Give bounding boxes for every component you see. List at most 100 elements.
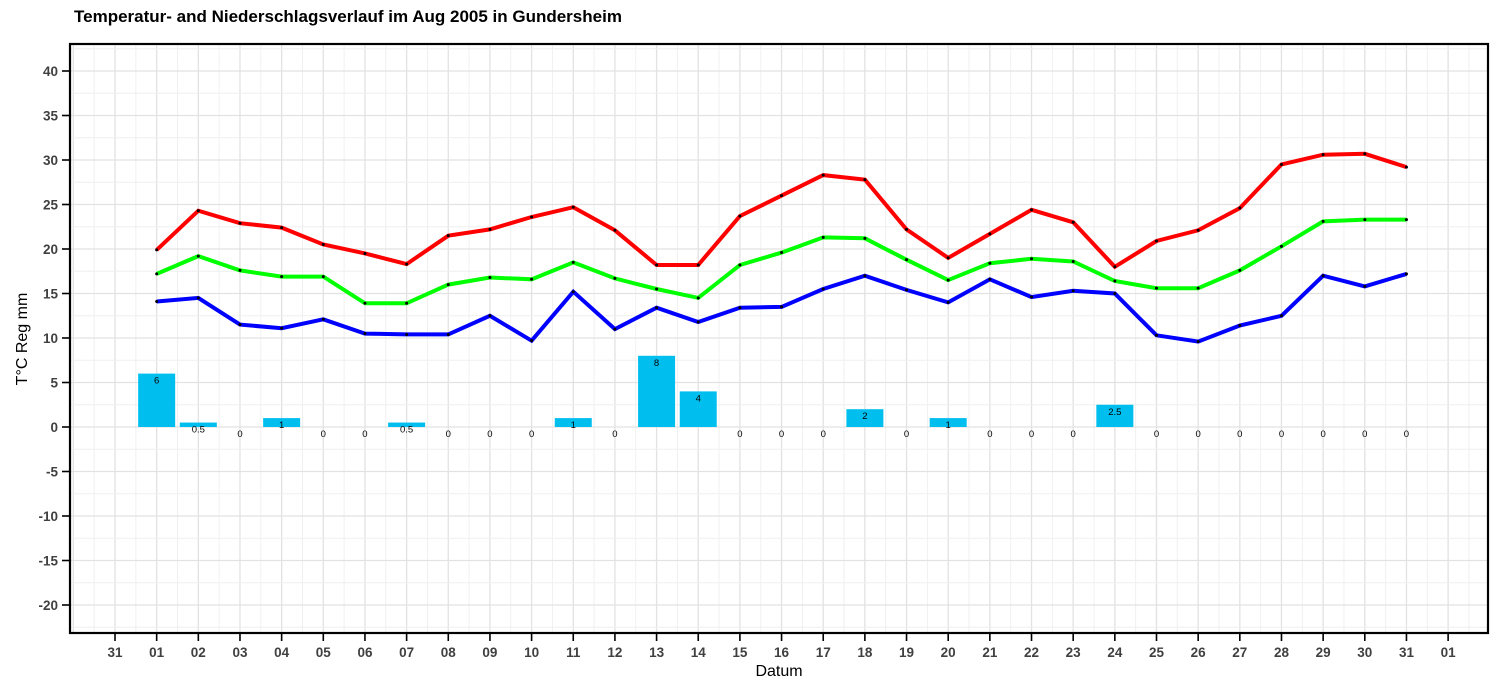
min-temperature-point	[905, 288, 909, 292]
precip-bar-label: 0	[821, 429, 826, 440]
min-temperature-point	[196, 296, 200, 300]
mean-temperature-point	[155, 272, 159, 276]
precip-bar-label: 1	[279, 420, 284, 431]
precip-bar-label: 0.5	[400, 425, 413, 436]
mean-temperature-point	[863, 236, 867, 240]
precip-bar-label: 0	[321, 429, 326, 440]
max-temperature-point	[655, 263, 659, 267]
y-tick-label: 5	[50, 376, 58, 391]
precip-bar-label: 0	[1196, 429, 1201, 440]
precip-bar-label: 0	[612, 429, 617, 440]
precip-bar	[679, 391, 717, 427]
max-temperature-point	[1321, 153, 1325, 157]
min-temperature-point	[1363, 284, 1367, 288]
mean-temperature-point	[280, 275, 284, 279]
min-temperature-point	[1321, 274, 1325, 278]
min-temperature-point	[488, 314, 492, 318]
precip-bar-label: 1	[571, 420, 576, 431]
mean-temperature-point	[363, 301, 367, 305]
mean-temperature-point	[988, 261, 992, 265]
max-temperature-point	[238, 221, 242, 225]
precip-bar-label: 0	[487, 429, 492, 440]
mean-temperature-point	[1363, 218, 1367, 222]
x-tick-label: 30	[1357, 645, 1372, 660]
x-tick-label: 26	[1191, 645, 1207, 660]
max-temperature-point	[196, 209, 200, 213]
mean-temperature-point	[655, 287, 659, 291]
precip-bar-label: 0	[1071, 429, 1076, 440]
precip-bar	[846, 409, 884, 427]
max-temperature-point	[1030, 208, 1034, 212]
precip-bar-label: 2.5	[1108, 407, 1121, 418]
min-temperature-point	[1196, 340, 1200, 344]
min-temperature-point	[446, 332, 450, 336]
max-temperature-point	[905, 227, 909, 231]
x-tick-label: 27	[1232, 645, 1247, 660]
x-tick-label: 28	[1274, 645, 1290, 660]
precip-bar-label: 0	[1029, 429, 1034, 440]
precip-bar	[179, 422, 217, 427]
mean-temperature-point	[696, 296, 700, 300]
max-temperature-point	[946, 256, 950, 260]
min-temperature-point	[696, 320, 700, 324]
x-tick-label: 17	[816, 645, 831, 660]
y-tick-label: 25	[43, 198, 59, 213]
max-temperature-point	[1071, 220, 1075, 224]
mean-temperature-point	[238, 268, 242, 272]
y-axis-title: T°C Reg mm	[14, 292, 31, 386]
precip-bar-label: 0	[1279, 429, 1284, 440]
x-tick-label: 13	[649, 645, 665, 660]
max-temperature-point	[821, 173, 825, 177]
precip-bar-label: 0	[1404, 429, 1409, 440]
min-temperature-point	[280, 326, 284, 330]
mean-temperature-point	[1238, 268, 1242, 272]
mean-temperature-point	[738, 263, 742, 267]
precip-bar-label: 0	[529, 429, 534, 440]
mean-temperature-point	[530, 277, 534, 281]
min-temperature-point	[530, 339, 534, 343]
x-tick-label: 07	[399, 645, 414, 660]
precip-bar-label: 2	[862, 411, 867, 422]
mean-temperature-point	[1030, 257, 1034, 261]
precip-bar-label: 0	[1320, 429, 1325, 440]
x-tick-label: 29	[1316, 645, 1331, 660]
max-temperature-point	[1404, 165, 1408, 169]
x-tick-label: 01	[149, 645, 165, 660]
panel-border	[68, 42, 1490, 635]
min-temperature-point	[1030, 295, 1034, 299]
precip-bar-label: 0	[737, 429, 742, 440]
max-temperature-point	[1196, 228, 1200, 232]
precip-bar-label: 0	[779, 429, 784, 440]
precip-bar-label: 8	[654, 358, 659, 369]
max-temperature-point	[613, 228, 617, 232]
mean-temperature-point	[571, 260, 575, 264]
min-temperature-point	[238, 323, 242, 327]
x-tick-label: 18	[857, 645, 873, 660]
x-tick-label: 22	[1024, 645, 1039, 660]
precip-bar	[638, 355, 676, 427]
max-temperature-point	[321, 243, 325, 247]
x-tick-label: 11	[566, 645, 581, 660]
precip-bar	[263, 418, 301, 427]
mean-temperature-point	[1404, 218, 1408, 222]
max-temperature-point	[446, 234, 450, 238]
x-tick-label: 09	[482, 645, 497, 660]
mean-temperature-point	[1155, 286, 1158, 290]
precip-bar	[554, 418, 592, 427]
y-tick-label: 30	[43, 153, 58, 168]
precip-bar	[388, 422, 426, 427]
precip-bar	[138, 373, 176, 427]
max-temperature-point	[530, 215, 534, 219]
max-temperature-point	[571, 205, 575, 209]
precip-bar-label: 4	[696, 393, 701, 404]
x-tick-label: 10	[524, 645, 539, 660]
y-tick-label: 0	[50, 420, 58, 435]
mean-temperature-point	[905, 258, 909, 262]
mean-temperature-point	[613, 276, 617, 280]
y-tick-label: -15	[38, 554, 58, 569]
max-temperature-point	[863, 178, 867, 182]
min-temperature-point	[321, 317, 325, 321]
precip-bar	[929, 418, 967, 427]
x-tick-label: 20	[941, 645, 956, 660]
